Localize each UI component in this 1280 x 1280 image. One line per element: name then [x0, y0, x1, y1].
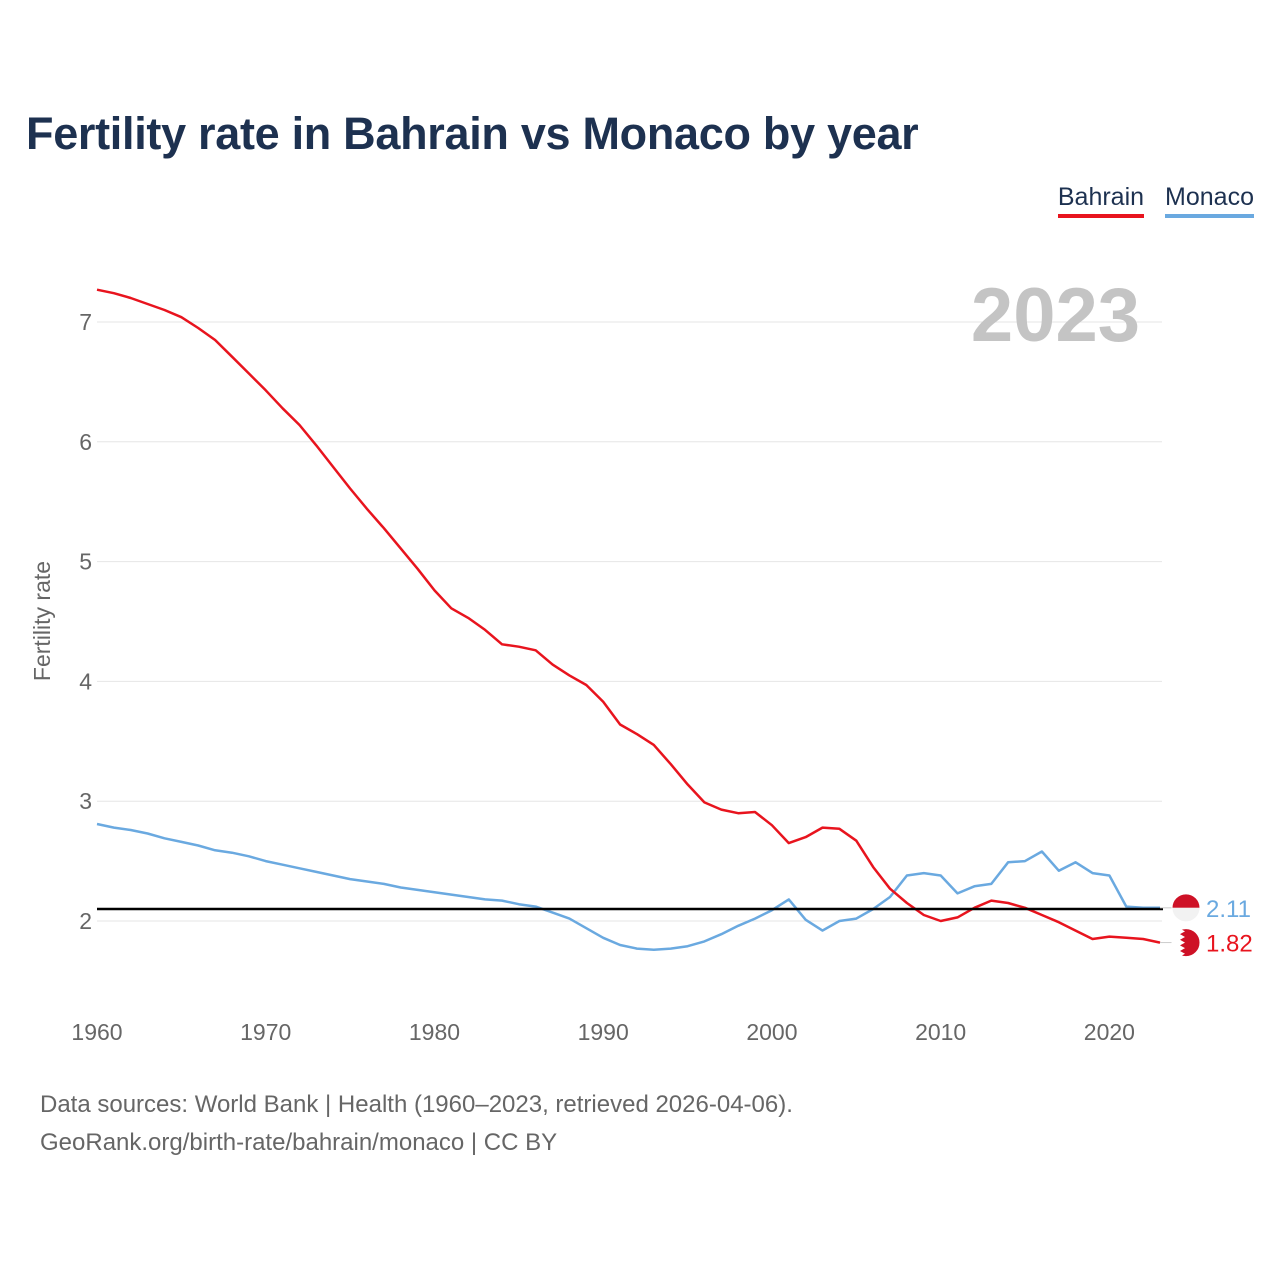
- x-tick-label: 1980: [409, 1019, 460, 1045]
- x-tick-label: 2020: [1084, 1019, 1135, 1045]
- y-axis-label: Fertility rate: [29, 561, 55, 681]
- x-tick-label: 1970: [240, 1019, 291, 1045]
- y-tick-label: 3: [79, 788, 92, 814]
- y-tick-label: 7: [79, 309, 92, 335]
- x-axis-ticks: 1960 1970 1980 1990 2000 2010 2020: [71, 1019, 1135, 1045]
- y-axis-ticks: 2 3 4 5 6 7: [79, 309, 92, 934]
- year-label: 2023: [971, 273, 1140, 358]
- y-tick-label: 5: [79, 549, 92, 575]
- series-lines: [96, 288, 1161, 952]
- end-marker-monaco: [1171, 893, 1201, 923]
- legend-item-monaco[interactable]: Monaco: [1165, 183, 1254, 218]
- end-value-label-monaco: 2.11: [1206, 896, 1251, 923]
- x-tick-label: 1960: [71, 1019, 122, 1045]
- y-tick-label: 2: [79, 908, 92, 934]
- footer-link[interactable]: GeoRank.org/birth-rate/bahrain/monaco | …: [40, 1129, 558, 1156]
- series-line-monaco: [96, 822, 1160, 952]
- gridlines: [97, 321, 1162, 922]
- y-tick-label: 4: [79, 668, 92, 694]
- y-tick-label: 6: [79, 429, 92, 455]
- series-line-bahrain: [96, 288, 1161, 944]
- legend-item-bahrain[interactable]: Bahrain: [1057, 183, 1145, 218]
- chart-title: Fertility rate in Bahrain vs Monaco by y…: [26, 108, 919, 159]
- end-marker-bahrain: [1171, 928, 1201, 958]
- footer-sources: Data sources: World Bank | Health (1960–…: [40, 1091, 793, 1118]
- x-tick-label: 1990: [578, 1019, 629, 1045]
- end-value-label-bahrain: 1.82: [1206, 931, 1253, 958]
- footer: Data sources: World Bank | Health (1960–…: [40, 1086, 793, 1162]
- x-tick-label: 2000: [746, 1019, 797, 1045]
- legend: Bahrain Monaco: [1057, 183, 1254, 218]
- x-tick-label: 2010: [915, 1019, 966, 1045]
- end-markers: 2.11 1.82: [1160, 893, 1253, 958]
